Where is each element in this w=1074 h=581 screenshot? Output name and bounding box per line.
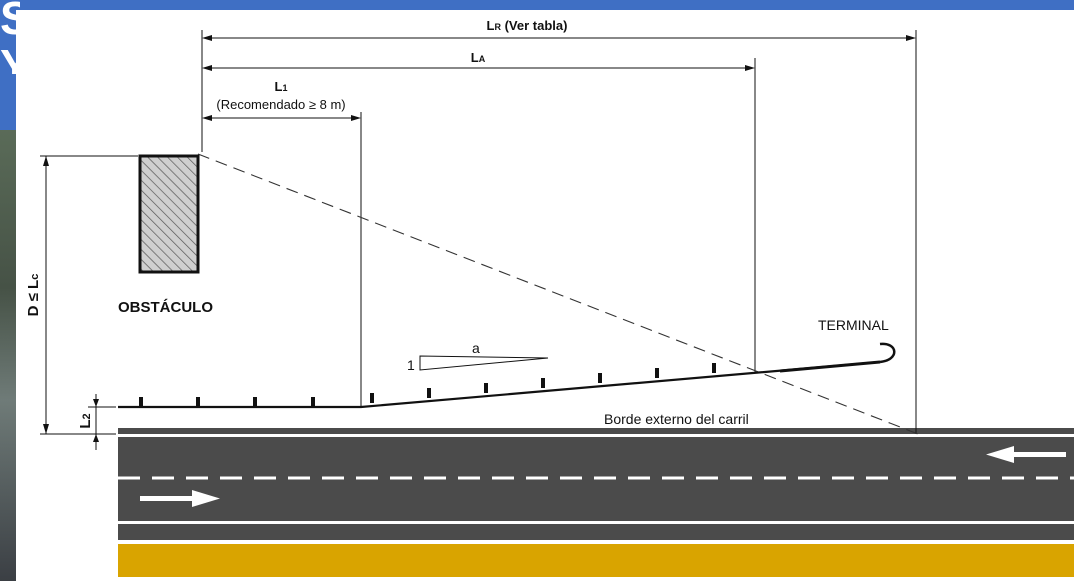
l2-dimension-label: L2 bbox=[77, 413, 94, 428]
guardrail-beam bbox=[118, 360, 881, 409]
diagram-canvas: LR (Ver tabla) LA L1 (Recomendado ≥ 8 m)… bbox=[25, 18, 1074, 577]
slide-title-fragment: S Y bbox=[0, 0, 20, 74]
l1-recommendation-note: (Recomendado ≥ 8 m) bbox=[216, 97, 345, 112]
road-edge-strip bbox=[118, 428, 1074, 434]
lr-dimension-label: LR (Ver tabla) bbox=[487, 18, 568, 33]
la-dimension-label: LA bbox=[471, 50, 486, 65]
road-edge-label: Borde externo del carril bbox=[604, 411, 749, 427]
road-yellow-shoulder bbox=[118, 544, 1074, 577]
flare-rate-a: a bbox=[472, 340, 480, 356]
d-dimension-label: D ≤ Lc bbox=[25, 274, 42, 317]
hatched-obstacle-icon bbox=[138, 154, 200, 274]
guardrail bbox=[118, 342, 896, 409]
runout-dashed-line bbox=[197, 153, 919, 435]
arrow-left-icon bbox=[986, 446, 1066, 463]
flare-rate-triangle bbox=[419, 355, 549, 371]
l1-dimension-label: L1 bbox=[275, 79, 288, 94]
obstacle-label: OBSTÁCULO bbox=[118, 299, 213, 316]
dimension-arrowheads bbox=[43, 35, 916, 442]
guardrail-posts bbox=[139, 363, 716, 407]
arrow-right-icon bbox=[140, 490, 220, 507]
flare-rate-one: 1 bbox=[407, 357, 415, 373]
terminal-label: TERMINAL bbox=[818, 317, 889, 333]
road bbox=[118, 428, 1074, 577]
background-photo-strip bbox=[0, 130, 18, 581]
road-shoulder-strip bbox=[118, 524, 1074, 540]
dimension-lines bbox=[40, 30, 917, 450]
terminal-hook-icon bbox=[879, 342, 896, 364]
guardrail-layout-diagram: LR (Ver tabla) LA L1 (Recomendado ≥ 8 m)… bbox=[16, 10, 1074, 581]
